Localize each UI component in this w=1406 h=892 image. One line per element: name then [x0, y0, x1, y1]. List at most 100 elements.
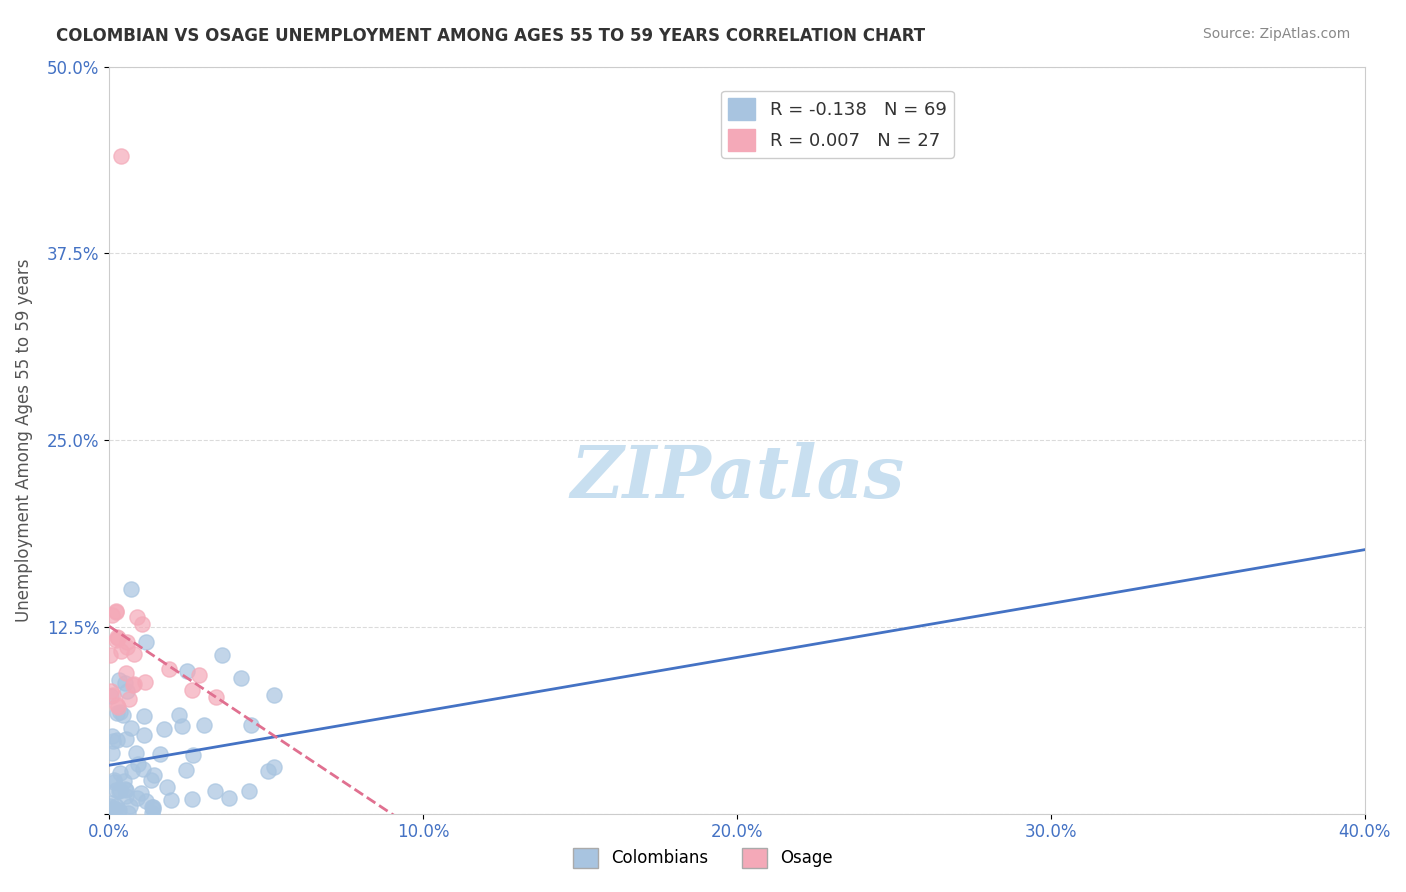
Point: [121, 678, 143, 692]
Point: [169, 708, 191, 723]
Point: [107, 631, 129, 645]
Point: [101, 746, 124, 760]
Point: [117, 806, 139, 821]
Point: [114, 731, 136, 746]
Point: [105, 698, 128, 712]
Point: [100, 796, 122, 810]
Text: Source: ZipAtlas.com: Source: ZipAtlas.com: [1202, 27, 1350, 41]
Point: [124, 647, 146, 661]
Point: [107, 630, 129, 644]
Point: [181, 791, 204, 805]
Point: [238, 784, 260, 798]
Point: [101, 688, 124, 702]
Point: [125, 791, 148, 805]
Point: [125, 746, 148, 760]
Point: [149, 747, 172, 761]
Point: [112, 708, 135, 723]
Point: [121, 764, 143, 778]
Point: [218, 791, 240, 805]
Point: [134, 675, 156, 690]
Point: [127, 610, 149, 624]
Text: COLOMBIAN VS OSAGE UNEMPLOYMENT AMONG AGES 55 TO 59 YEARS CORRELATION CHART: COLOMBIAN VS OSAGE UNEMPLOYMENT AMONG AG…: [56, 27, 925, 45]
Point: [114, 782, 136, 797]
Point: [141, 802, 163, 816]
Point: [124, 677, 146, 691]
Point: [115, 634, 138, 648]
Point: [115, 666, 138, 681]
Point: [105, 604, 128, 618]
Point: [174, 763, 197, 777]
Point: [152, 723, 174, 737]
Point: [131, 616, 153, 631]
Point: [120, 582, 142, 597]
Point: [117, 692, 139, 706]
Point: [110, 782, 132, 797]
Point: [132, 709, 155, 723]
Point: [134, 728, 156, 742]
Point: [115, 640, 138, 655]
Point: [100, 683, 122, 698]
Point: [141, 773, 163, 788]
Point: [114, 676, 136, 690]
Point: [239, 718, 262, 732]
Point: [170, 718, 193, 732]
Point: [107, 803, 129, 817]
Point: [187, 668, 209, 682]
Point: [131, 786, 153, 800]
Y-axis label: Unemployment Among Ages 55 to 59 years: Unemployment Among Ages 55 to 59 years: [15, 259, 32, 622]
Point: [100, 689, 122, 703]
Point: [107, 784, 129, 798]
Point: [132, 763, 155, 777]
Point: [101, 734, 124, 748]
Point: [204, 783, 226, 797]
Point: [141, 806, 163, 821]
Point: [142, 768, 165, 782]
Point: [127, 757, 149, 772]
Point: [160, 793, 183, 807]
Point: [263, 688, 285, 702]
Point: [100, 805, 122, 819]
Point: [98, 799, 121, 814]
Point: [105, 632, 128, 647]
Point: [104, 802, 127, 816]
Text: ZIPatlas: ZIPatlas: [569, 442, 904, 513]
Point: [110, 644, 132, 658]
Point: [108, 705, 131, 719]
Point: [157, 662, 180, 676]
Point: [204, 690, 226, 705]
Point: [105, 605, 128, 619]
Point: [107, 805, 129, 819]
Point: [142, 799, 165, 814]
Point: [211, 648, 233, 662]
Point: [105, 706, 128, 720]
Point: [115, 783, 138, 797]
Point: [103, 775, 125, 789]
Point: [108, 673, 131, 688]
Point: [105, 799, 128, 814]
Point: [118, 799, 141, 814]
Point: [107, 700, 129, 714]
Point: [112, 774, 135, 789]
Point: [115, 684, 138, 698]
Point: [115, 789, 138, 804]
Point: [105, 783, 128, 797]
Point: [98, 648, 121, 663]
Point: [180, 682, 202, 697]
Point: [120, 721, 142, 735]
Point: [135, 794, 157, 808]
Point: [103, 773, 125, 788]
Point: [257, 764, 280, 779]
Legend: Colombians, Osage: Colombians, Osage: [567, 841, 839, 875]
Legend: R = -0.138   N = 69, R = 0.007   N = 27: R = -0.138 N = 69, R = 0.007 N = 27: [721, 91, 953, 158]
Point: [105, 733, 128, 747]
Point: [156, 780, 179, 794]
Point: [100, 608, 122, 623]
Point: [231, 671, 253, 685]
Point: [176, 665, 198, 679]
Point: [135, 635, 157, 649]
Point: [108, 765, 131, 780]
Point: [183, 748, 205, 763]
Point: [141, 799, 163, 814]
Point: [110, 149, 132, 163]
Point: [263, 760, 285, 774]
